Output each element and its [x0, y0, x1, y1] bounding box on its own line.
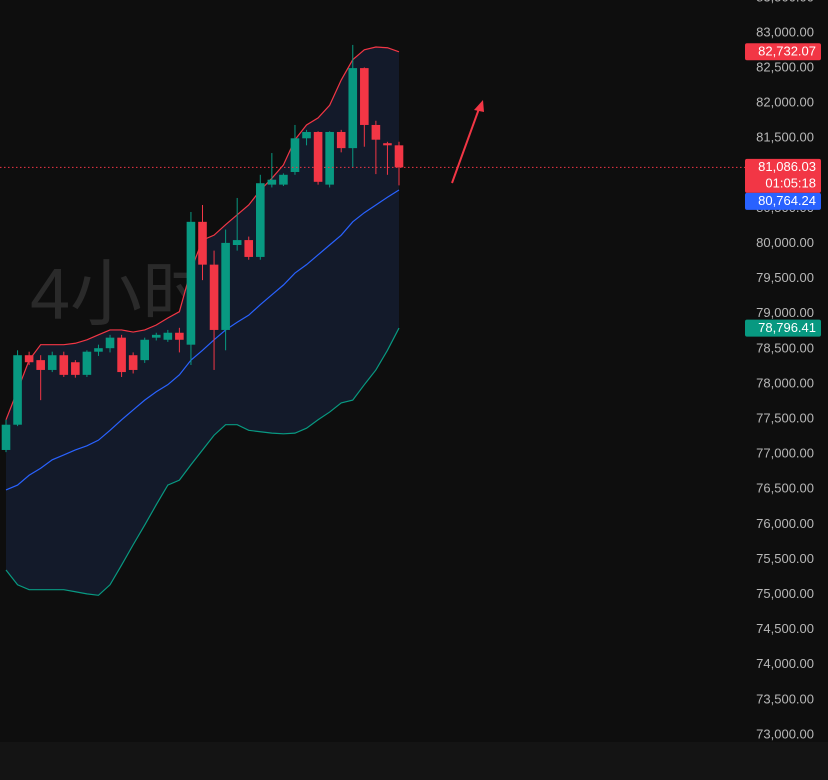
- countdown: 01:05:18: [765, 175, 816, 190]
- y-tick-label: 78,000.00: [756, 375, 814, 390]
- candle-body: [151, 334, 161, 338]
- y-tick-label: 79,500.00: [756, 270, 814, 285]
- y-tick-label: 75,000.00: [756, 586, 814, 601]
- candle-body: [82, 351, 92, 375]
- candle-body: [117, 337, 126, 373]
- price-label-box: [745, 43, 821, 61]
- y-tick-label: 78,500.00: [756, 340, 814, 355]
- price-label: 82,732.07: [758, 44, 816, 59]
- y-tick-label: 82,500.00: [756, 60, 814, 75]
- candle-body: [140, 339, 150, 361]
- candle-body: [71, 362, 80, 375]
- candle-body: [302, 131, 311, 139]
- candle-body: [313, 131, 323, 182]
- candle-body: [371, 124, 381, 140]
- y-tick-label: 79,000.00: [756, 305, 814, 320]
- candle-body: [59, 355, 69, 375]
- arrow-head: [474, 100, 484, 112]
- candle-body: [198, 221, 207, 265]
- candle-body: [325, 131, 334, 185]
- arrow-shaft: [451, 105, 481, 184]
- y-tick-label: 75,500.00: [756, 551, 814, 566]
- y-tick-label: 76,500.00: [756, 481, 814, 496]
- price-label-box: [745, 158, 821, 193]
- candle-body: [244, 240, 254, 257]
- band-fill: [6, 47, 399, 596]
- candle-body: [94, 348, 103, 352]
- y-tick-label: 80,000.00: [756, 235, 814, 250]
- candle-body: [336, 131, 346, 149]
- y-tick-label: 73,000.00: [756, 726, 814, 741]
- candle-body: [255, 183, 265, 257]
- candle-body: [232, 240, 242, 245]
- y-tick-label: 77,000.00: [756, 446, 814, 461]
- y-tick-label: 74,500.00: [756, 621, 814, 636]
- candle-body: [290, 138, 300, 172]
- candle-body: [394, 145, 404, 168]
- candle-body: [279, 174, 288, 185]
- candle-body: [221, 242, 230, 330]
- price-label: 81,086.03: [758, 159, 816, 174]
- y-tick-label: 82,000.00: [756, 95, 814, 110]
- candle-body: [13, 355, 22, 425]
- candle-body: [36, 360, 45, 370]
- bottom-strip: [0, 742, 828, 780]
- candle-body: [348, 68, 358, 149]
- candle-body: [163, 332, 173, 340]
- price-label-box: [745, 192, 821, 210]
- candle-body: [209, 264, 219, 330]
- candle-body: [267, 179, 277, 185]
- plot: [1, 44, 404, 596]
- y-tick-label: 83,000.00: [756, 24, 814, 39]
- y-tick-label: 73,500.00: [756, 691, 814, 706]
- candle-body: [383, 143, 392, 146]
- y-tick-label: 83,500.00: [756, 0, 814, 4]
- band-middle: [5, 189, 400, 491]
- candle-body: [24, 355, 34, 363]
- candle-body: [105, 337, 115, 349]
- candle-body: [128, 355, 138, 370]
- candle-body: [360, 68, 369, 125]
- y-tick-label: 81,500.00: [756, 130, 814, 145]
- y-tick-label: 77,500.00: [756, 411, 814, 426]
- candle-body: [175, 332, 184, 340]
- candle-body: [47, 355, 57, 370]
- band-lower: [5, 327, 400, 596]
- candle-body: [1, 424, 11, 450]
- price-label-box: [745, 319, 821, 337]
- y-tick-label: 76,000.00: [756, 516, 814, 531]
- price-label: 78,796.41: [758, 320, 816, 335]
- y-tick-label: 74,000.00: [756, 656, 814, 671]
- candle-body: [186, 221, 196, 345]
- price-label: 80,764.24: [758, 193, 816, 208]
